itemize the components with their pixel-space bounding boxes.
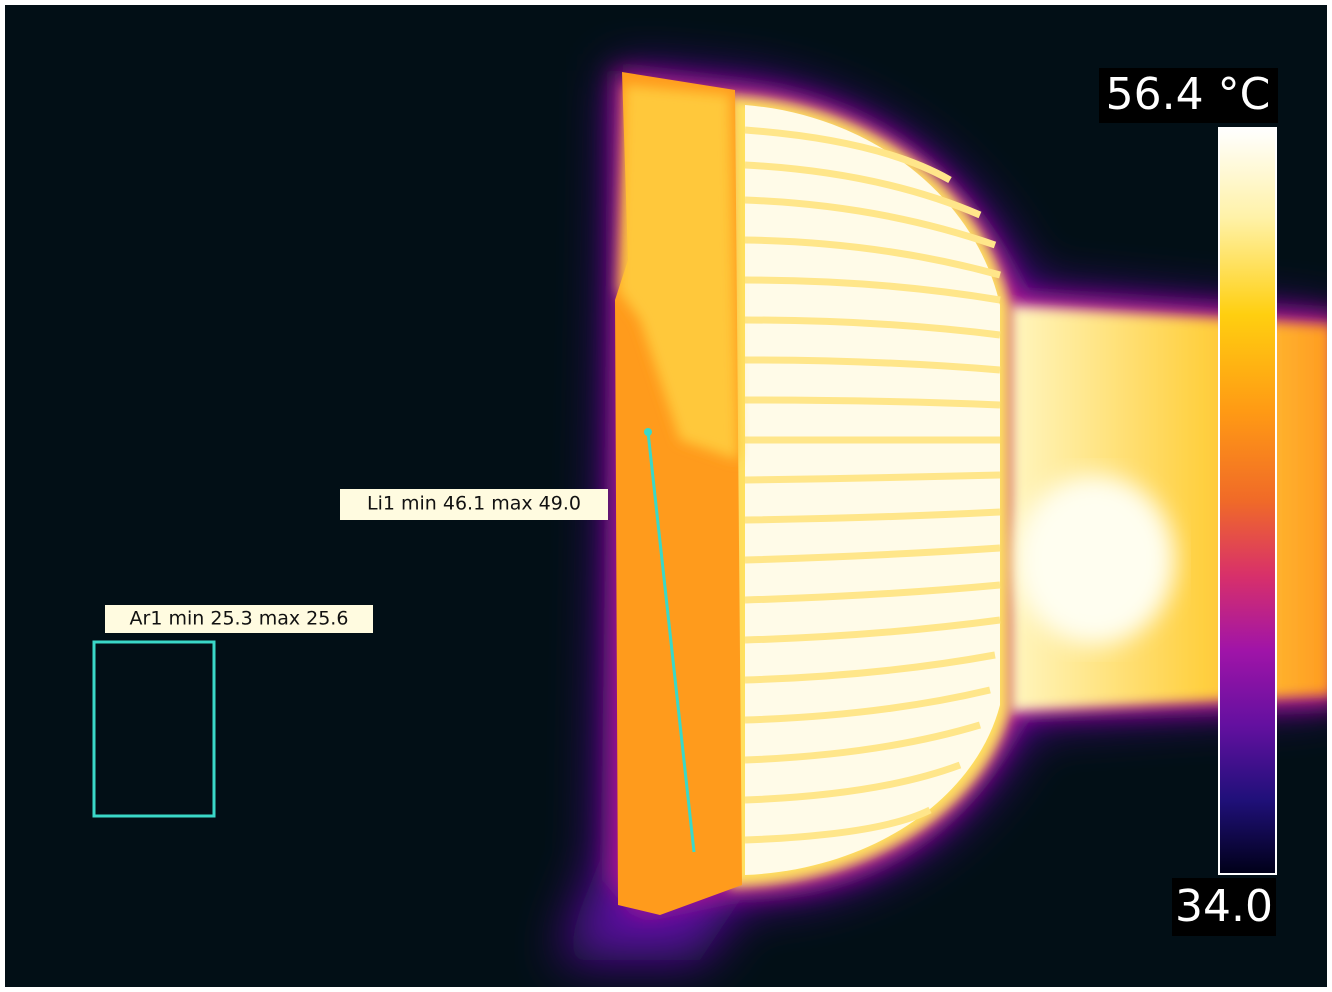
scale-max-box [1099,68,1278,123]
label-box [340,489,608,520]
area-measure[interactable] [92,640,216,818]
line-endpoint [644,428,652,436]
color-scale [1218,127,1277,875]
scale-min-box [1172,878,1276,936]
label-box [105,605,373,633]
line-label: Li1 min 46.1 max 49.0 [367,493,581,515]
area-label: Ar1 min 25.3 max 25.6 [130,608,349,630]
scale-max: 56.4 °C [1106,69,1271,120]
scale-min: 34.0 [1175,881,1273,932]
thermal-object [560,70,1327,960]
line-measure[interactable] [646,431,696,853]
